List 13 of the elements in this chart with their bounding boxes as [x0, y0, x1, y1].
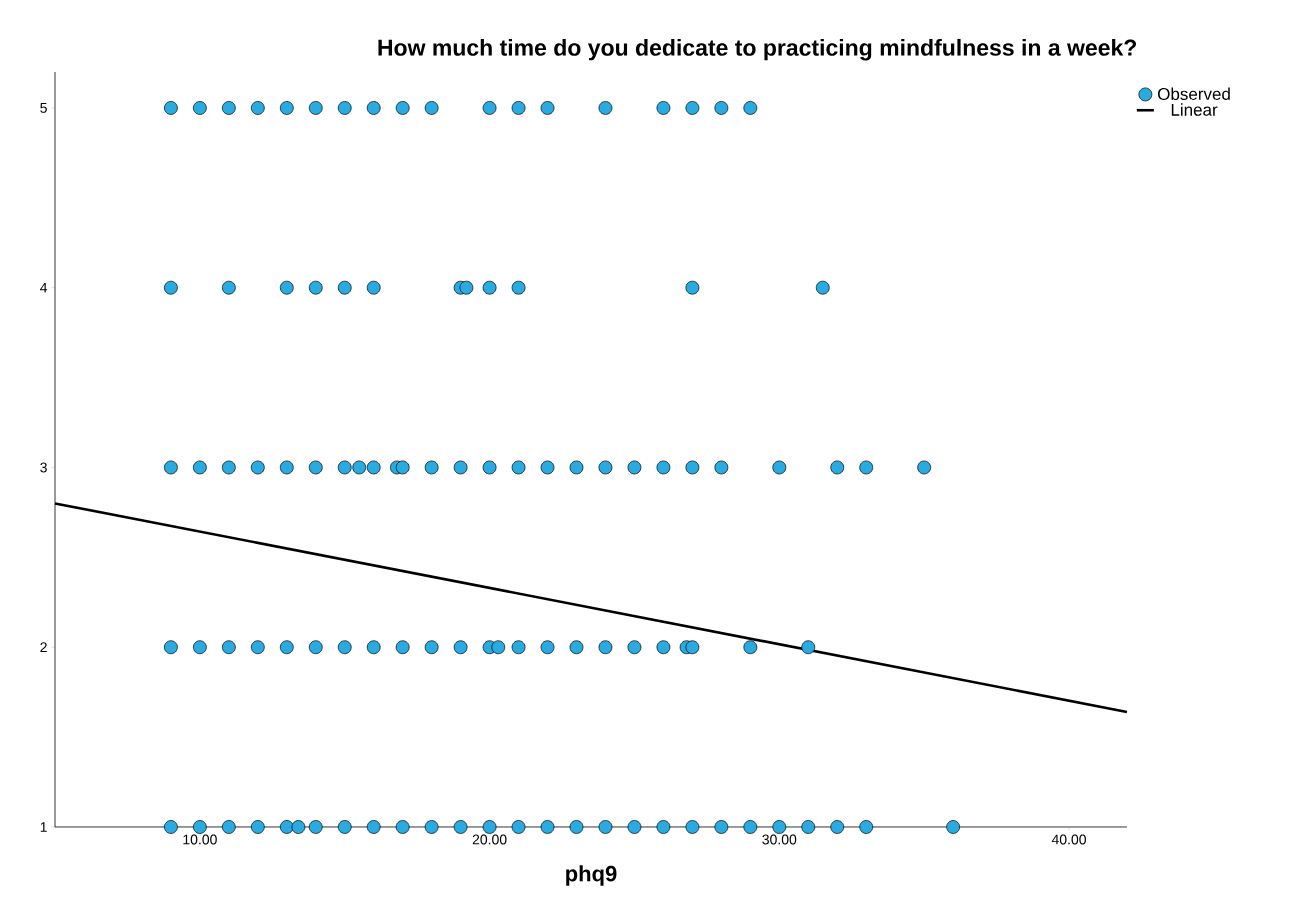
y-tick-label: 1: [40, 822, 47, 832]
y-tick-label: 2: [40, 642, 47, 653]
y-tick-label: 5: [40, 103, 47, 113]
x-tick-label: 10.00: [183, 834, 217, 845]
x-axis-title: phq9: [566, 865, 617, 886]
y-tick-label: 3: [40, 462, 47, 473]
legend-label: Observed: [1158, 87, 1230, 101]
y-tick-label: 4: [40, 282, 48, 293]
x-tick-label: 40.00: [1051, 834, 1086, 845]
x-tick-label: 20.00: [472, 834, 507, 845]
x-tick-label: 30.00: [762, 834, 797, 845]
chart-title: How much time do you dedicate to practicing mindfulness in a week?: [378, 38, 1137, 61]
legend-label: Linear: [1171, 103, 1218, 116]
